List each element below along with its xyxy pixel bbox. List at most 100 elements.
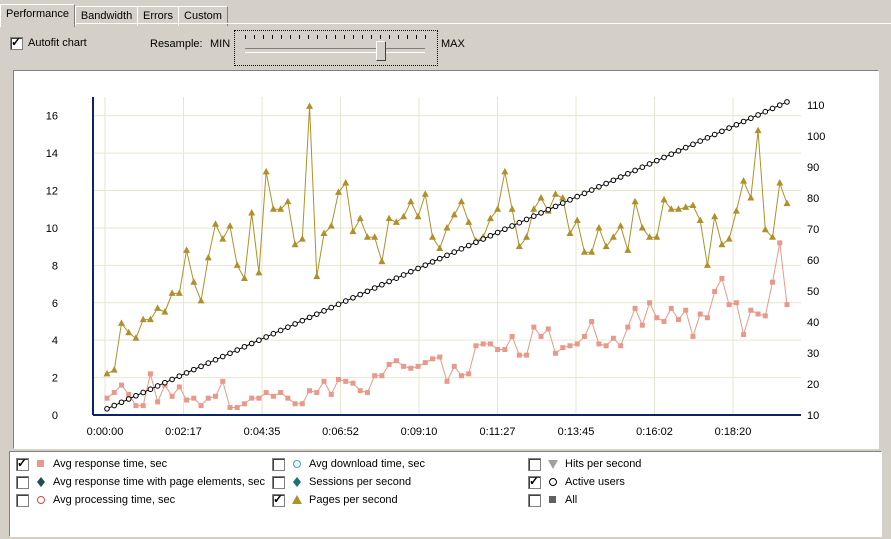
check-icon: ✓: [529, 473, 540, 488]
check-icon: ✓: [11, 35, 22, 49]
data-point-square: [618, 343, 624, 349]
data-point-triangle: [732, 207, 740, 214]
legend-item[interactable]: ✓ Pages per second: [272, 492, 398, 508]
data-point-circle: [328, 304, 335, 311]
autofit-check-box[interactable]: ✓: [10, 35, 23, 50]
slider-ticks: [245, 35, 427, 41]
y-right-tick-label: 70: [807, 224, 819, 236]
legend-checkbox[interactable]: [528, 493, 541, 507]
data-point-circle: [393, 275, 400, 282]
legend-item[interactable]: Sessions per second: [272, 474, 411, 490]
legend-checkbox[interactable]: ✓: [528, 473, 541, 489]
legend-item[interactable]: Hits per second: [528, 456, 641, 472]
data-point-square: [553, 350, 559, 356]
data-point-square: [538, 333, 544, 339]
legend-item[interactable]: Avg download time, sec: [272, 456, 425, 472]
data-point-square: [422, 360, 428, 366]
x-tick-label: 0:02:17: [165, 426, 202, 438]
data-point-square: [386, 361, 392, 367]
data-point-triangle: [385, 214, 393, 222]
data-point-square: [118, 382, 124, 388]
data-point-circle: [313, 311, 320, 317]
slider-thumb[interactable]: [376, 41, 386, 61]
legend-checkbox[interactable]: ✓: [272, 492, 285, 507]
legend-checkbox[interactable]: [528, 457, 541, 471]
performance-chart-panel: 0 2 4 6 8 10 12 14 16 10 20 30 40 50 60 70 80 90 100 110 0:0…: [13, 70, 879, 449]
data-point-square: [213, 393, 219, 399]
legend-item[interactable]: Avg response time with page elements, se…: [16, 474, 265, 490]
data-point-triangle: [443, 223, 451, 231]
data-point-circle: [487, 232, 494, 239]
y-left-tick-label: 14: [46, 148, 58, 160]
legend-checkbox[interactable]: [16, 493, 29, 507]
data-point-square: [712, 289, 718, 295]
slider-tick: [416, 35, 417, 39]
tab-bandwidth[interactable]: Bandwidth: [75, 6, 138, 26]
data-point-circle: [248, 340, 255, 347]
legend-label: Pages per second: [309, 494, 398, 506]
data-point-square: [451, 363, 457, 369]
data-point-square: [430, 356, 436, 362]
x-tick-label: 0:06:52: [322, 426, 359, 438]
slider-tick: [398, 35, 399, 39]
data-point-triangle: [508, 205, 516, 212]
data-point-triangle: [356, 214, 364, 222]
tab-performance[interactable]: Performance: [0, 4, 75, 27]
slider-tick: [245, 35, 246, 39]
y-right-tick-label: 30: [807, 348, 819, 360]
legend-item[interactable]: ✓ Avg response time, sec: [16, 456, 167, 472]
resample-slider[interactable]: [234, 30, 438, 66]
data-point-square: [364, 390, 370, 396]
data-point-triangle: [552, 190, 560, 197]
resample-max-label: MAX: [441, 38, 465, 50]
resample-min-label: MIN: [210, 38, 231, 50]
data-point-circle: [321, 308, 327, 314]
data-point-triangle: [255, 268, 263, 276]
data-point-square: [741, 332, 747, 338]
legend-checkbox[interactable]: [16, 475, 29, 489]
slider-tick: [290, 35, 291, 39]
legend-checkbox[interactable]: [272, 457, 285, 471]
legend-checkbox[interactable]: [272, 475, 285, 489]
data-point-square: [654, 315, 660, 321]
legend-label: Avg download time, sec: [309, 458, 425, 470]
data-point-circle: [335, 301, 342, 308]
data-point-square: [639, 322, 645, 328]
x-tick-label: 0:11:27: [480, 426, 516, 438]
data-point-triangle: [414, 212, 422, 220]
y-left-tick-label: 16: [46, 111, 58, 123]
data-point-square: [140, 403, 146, 409]
autofit-checkbox[interactable]: ✓: [10, 35, 23, 50]
data-point-square: [335, 376, 341, 382]
data-point-square: [256, 395, 262, 401]
x-tick-label: 0:00:00: [87, 426, 124, 438]
data-point-circle: [473, 239, 479, 246]
legend-item[interactable]: All: [528, 492, 577, 508]
data-point-circle: [494, 229, 501, 236]
tab-custom[interactable]: Custom: [178, 6, 228, 26]
data-point-triangle: [573, 216, 581, 223]
data-point-square: [263, 390, 269, 396]
tab-errors[interactable]: Errors: [137, 6, 179, 26]
triangle-icon-shape: [292, 495, 302, 505]
legend-checkbox[interactable]: ✓: [16, 456, 29, 471]
data-point-circle: [176, 373, 183, 379]
data-point-triangle: [703, 261, 711, 268]
data-point-triangle: [363, 233, 371, 240]
legend-item[interactable]: ✓ Active users: [528, 474, 625, 490]
data-point-circle: [292, 321, 298, 327]
data-point-circle: [596, 183, 602, 190]
data-point-square: [574, 341, 580, 347]
data-point-circle: [219, 353, 226, 360]
data-point-triangle: [566, 229, 574, 237]
data-point-triangle: [429, 233, 437, 240]
data-point-circle: [169, 376, 175, 383]
data-point-triangle: [392, 218, 400, 225]
data-point-circle: [285, 324, 291, 330]
data-point-square: [321, 378, 327, 384]
data-point-square: [133, 403, 139, 409]
data-point-square: [777, 240, 783, 246]
tab-strip: Performance Bandwidth Errors Custom: [0, 4, 891, 27]
legend-item[interactable]: Avg processing time, sec: [16, 492, 175, 508]
data-point-square: [502, 347, 508, 353]
